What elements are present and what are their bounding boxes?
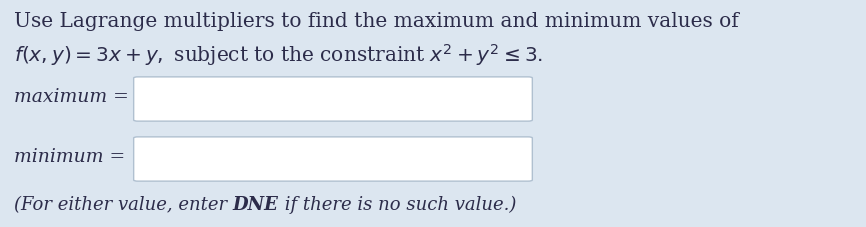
Text: minimum =: minimum = bbox=[14, 148, 126, 166]
Text: Use Lagrange multipliers to find the maximum and minimum values of: Use Lagrange multipliers to find the max… bbox=[14, 12, 739, 31]
Text: $f(x, y) = 3x + y,$ subject to the constraint $x^2 + y^2 \leq 3.$: $f(x, y) = 3x + y,$ subject to the const… bbox=[14, 42, 543, 68]
Text: maximum =: maximum = bbox=[14, 88, 129, 106]
FancyBboxPatch shape bbox=[133, 77, 533, 121]
Text: if there is no such value.): if there is no such value.) bbox=[279, 196, 516, 214]
Text: DNE: DNE bbox=[233, 196, 279, 214]
Text: (For either value, enter: (For either value, enter bbox=[14, 196, 233, 214]
FancyBboxPatch shape bbox=[133, 137, 533, 181]
